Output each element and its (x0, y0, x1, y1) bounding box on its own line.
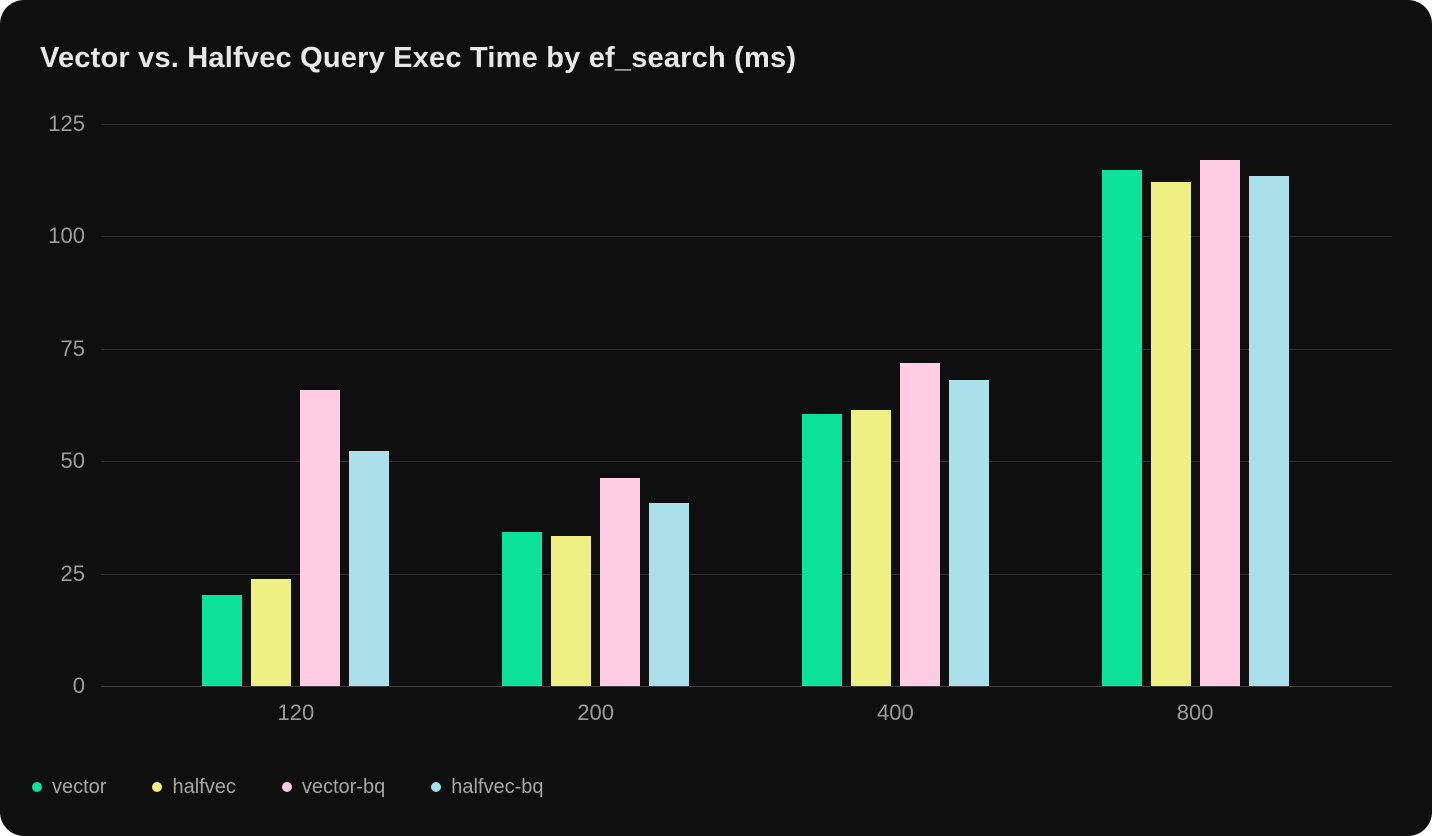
bar-halfvec (251, 579, 292, 686)
bar-group (446, 124, 746, 686)
y-tick-label: 125 (48, 111, 85, 136)
legend-label: halfvec (172, 776, 236, 798)
legend-dot-halfvec-bq (431, 782, 442, 792)
x-tick-label: 120 (277, 700, 315, 725)
bar-vector (202, 594, 243, 686)
bar-halfvec-bq (349, 450, 390, 686)
legend-item-halfvec[interactable]: halfvec (152, 774, 236, 800)
gridline (101, 236, 1392, 238)
bar-halfvec (850, 409, 891, 686)
bar-halfvec-bq (948, 380, 989, 686)
gridline (101, 573, 1392, 575)
y-tick-label: 100 (48, 223, 85, 249)
legend-label: vector-bq (301, 776, 386, 798)
zero-gridline (101, 686, 1392, 687)
legend-item-vector[interactable]: vector (32, 774, 106, 800)
bar-group (746, 124, 1046, 686)
plot-area (101, 124, 1392, 687)
legend-dot-vector-bq (281, 782, 292, 792)
x-tick-label: 400 (877, 700, 914, 725)
y-tick-label: 50 (60, 448, 85, 474)
x-tick-label: 200 (577, 700, 614, 725)
bar-group (1045, 124, 1345, 686)
bar-groups (101, 124, 1392, 686)
legend: vector halfvec vector-bq halfvec-bq (32, 774, 1392, 800)
legend-dot-vector (32, 782, 42, 792)
bar-halfvec-bq (649, 503, 690, 686)
y-axis: 0 25 50 75 100 125 (40, 113, 85, 697)
bar-vector-bq (899, 363, 940, 686)
bar-vector (1101, 169, 1142, 686)
bar-vector (502, 531, 543, 686)
bar-halfvec (551, 535, 592, 686)
bar-chart: 0 25 50 75 100 125 (40, 113, 1392, 697)
chart-title: Vector vs. Halfvec Query Exec Time by ef… (40, 42, 797, 74)
bar-vector-bq (300, 390, 341, 686)
bar-group (146, 124, 446, 686)
gridline (101, 124, 1392, 125)
y-tick-label: 25 (60, 560, 85, 586)
y-tick-label: 0 (72, 673, 85, 698)
legend-item-halfvec-bq[interactable]: halfvec-bq (431, 774, 544, 800)
bar-halfvec (1150, 181, 1191, 686)
x-tick-label: 800 (1176, 700, 1214, 725)
bar-vector-bq (600, 477, 641, 686)
legend-label: vector (52, 776, 107, 798)
gridline (101, 348, 1392, 350)
y-tick-label: 75 (60, 335, 85, 361)
bar-halfvec-bq (1248, 175, 1289, 686)
legend-item-vector-bq[interactable]: vector-bq (281, 774, 386, 800)
legend-dot-halfvec (152, 782, 163, 792)
bar-vector (801, 414, 842, 686)
gridline (101, 461, 1392, 463)
bar-vector-bq (1199, 159, 1240, 686)
legend-label: halfvec-bq (451, 776, 544, 798)
x-axis: 120 200 400 800 (101, 698, 1392, 728)
